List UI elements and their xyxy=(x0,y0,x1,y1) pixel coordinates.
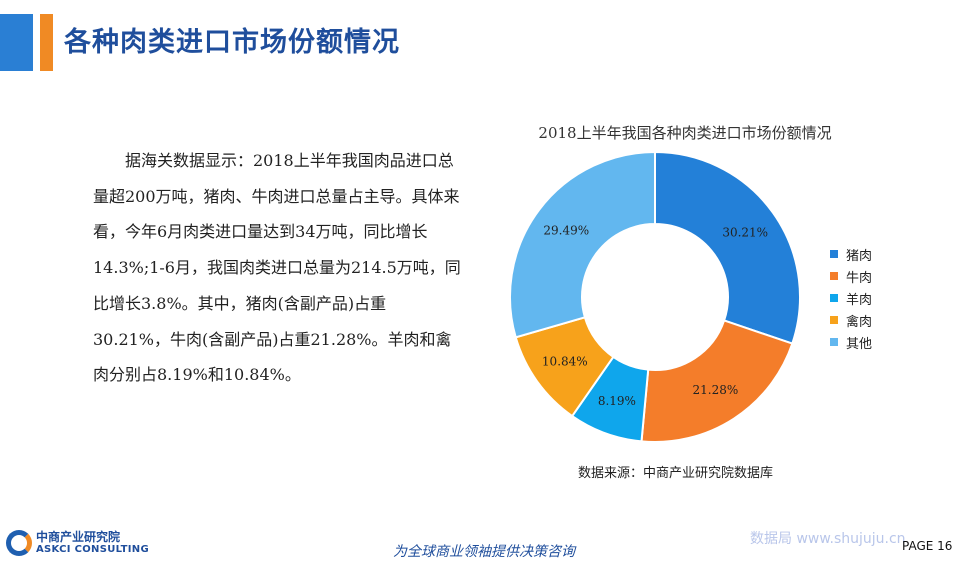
legend-label: 牛肉 xyxy=(846,270,873,286)
slice-value-label: 21.28% xyxy=(692,383,738,397)
slice-value-label: 8.19% xyxy=(598,394,636,408)
header-accent-blue xyxy=(0,14,33,71)
slice-value-label: 29.49% xyxy=(543,223,589,237)
legend-item: 禽肉 xyxy=(830,309,872,331)
legend-swatch xyxy=(830,272,838,280)
chart-title: 2018上半年我国各种肉类进口市场份额情况 xyxy=(538,124,832,142)
header-accent-orange xyxy=(40,14,53,71)
slice-value-label: 10.84% xyxy=(542,355,588,369)
legend-label: 猪肉 xyxy=(846,248,873,264)
slice-value-label: 30.21% xyxy=(722,225,768,239)
legend-swatch xyxy=(830,338,838,346)
footer-slogan: 为全球商业领袖提供决策咨询 xyxy=(393,544,575,560)
page-title: 各种肉类进口市场份额情况 xyxy=(64,27,400,58)
legend-item: 猪肉 xyxy=(830,243,872,265)
data-source: 数据来源：中商产业研究院数据库 xyxy=(578,466,774,481)
company-logo: 中商产业研究院 ASKCI CONSULTING xyxy=(6,530,149,556)
watermark: 数据局 www.shujuju.cn xyxy=(750,531,906,547)
logo-name-cn: 中商产业研究院 xyxy=(36,530,121,544)
donut-slice-2 xyxy=(640,319,794,443)
donut-chart: 30.21% 21.28% 8.19% 10.84% 29.49% xyxy=(509,150,801,443)
legend-item: 其他 xyxy=(830,331,872,353)
legend-label: 禽肉 xyxy=(846,314,873,330)
page-number: PAGE 16 xyxy=(902,539,953,553)
chart-legend: 猪肉 牛肉 羊肉 禽肉 其他 xyxy=(830,243,872,353)
legend-swatch xyxy=(830,250,838,258)
logo-icon xyxy=(6,530,32,556)
legend-swatch xyxy=(830,294,838,302)
logo-name-en: ASKCI CONSULTING xyxy=(36,544,149,555)
legend-label: 其他 xyxy=(846,336,873,352)
body-paragraph: 据海关数据显示：2018上半年我国肉品进口总量超200万吨，猪肉、牛肉进口总量占… xyxy=(93,151,461,385)
donut-slice-5 xyxy=(509,150,656,339)
donut-slice-1 xyxy=(654,150,801,345)
legend-item: 牛肉 xyxy=(830,265,872,287)
legend-label: 羊肉 xyxy=(846,292,873,308)
legend-item: 羊肉 xyxy=(830,287,872,309)
legend-swatch xyxy=(830,316,838,324)
